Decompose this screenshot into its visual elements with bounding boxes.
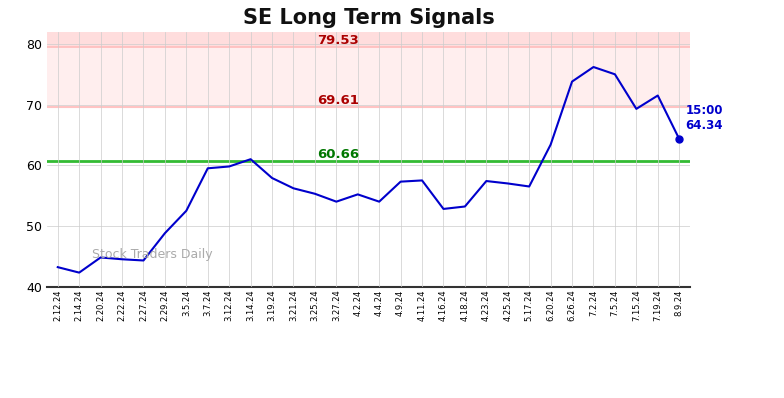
Text: 79.53: 79.53 [317,34,359,47]
Text: 15:00
64.34: 15:00 64.34 [686,104,723,132]
Title: SE Long Term Signals: SE Long Term Signals [242,8,495,27]
Text: 60.66: 60.66 [317,148,359,161]
Text: Stock Traders Daily: Stock Traders Daily [92,248,212,261]
Text: 69.61: 69.61 [317,94,359,107]
Bar [47,32,690,47]
Bar [47,47,690,107]
